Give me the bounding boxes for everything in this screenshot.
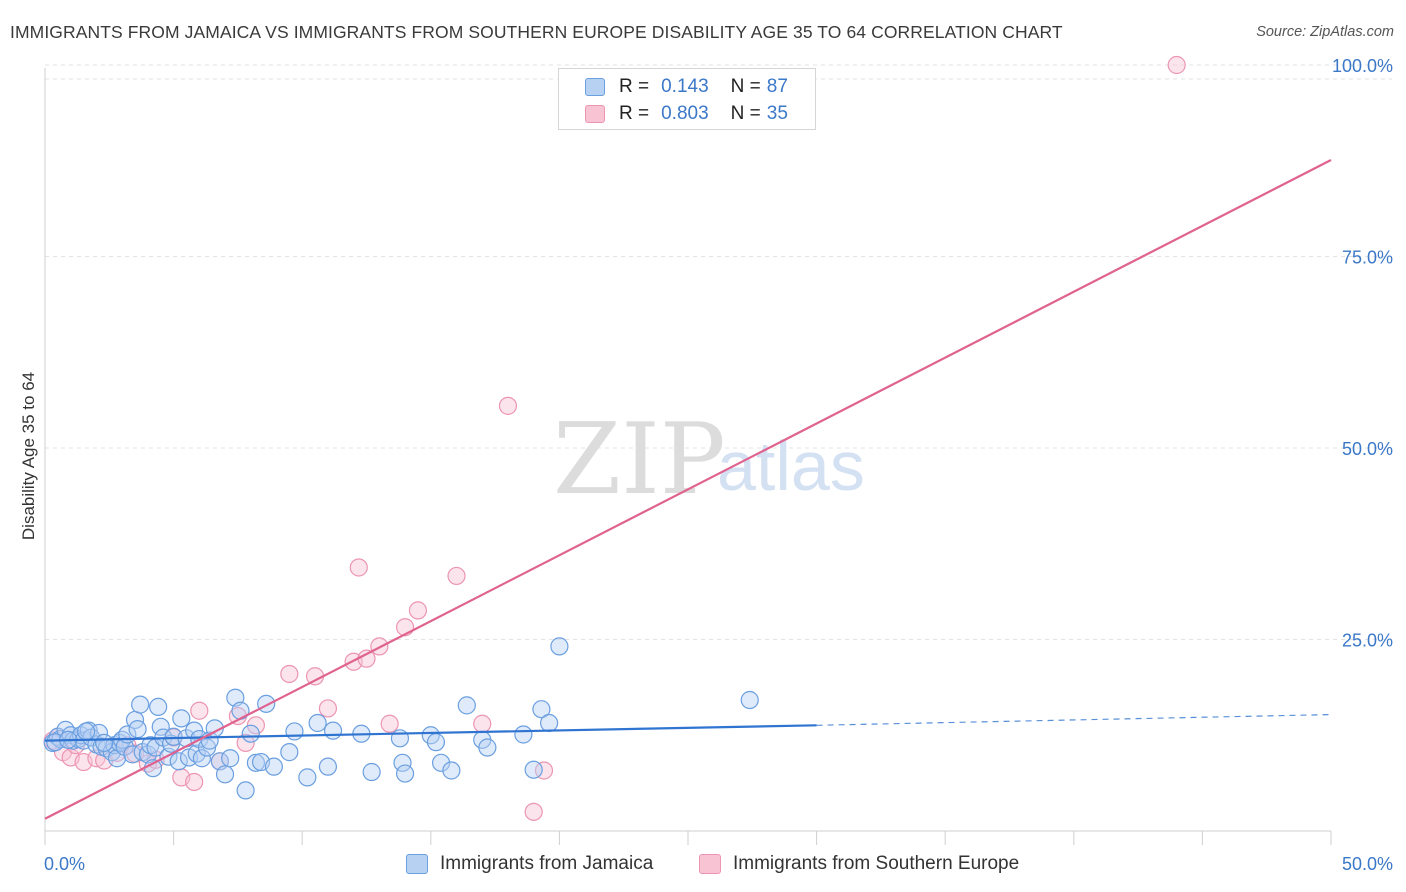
legend-row-southern-europe: R = 0.803 N = 35 <box>585 101 788 127</box>
data-point <box>323 721 343 740</box>
data-point <box>318 699 338 718</box>
y-tick-label: 100.0% <box>1332 56 1393 76</box>
data-point <box>534 761 554 780</box>
y-axis-label: Disability Age 35 to 64 <box>19 372 38 540</box>
data-point <box>498 396 518 415</box>
data-point <box>257 694 276 713</box>
jamaica-trend-extension <box>816 713 1332 726</box>
data-point <box>540 713 559 733</box>
data-point <box>478 738 497 757</box>
data-point <box>298 768 317 787</box>
trend-lines <box>44 159 1332 820</box>
data-point <box>280 664 299 684</box>
data-point <box>408 601 428 620</box>
data-point <box>318 757 338 776</box>
data-point <box>185 772 204 792</box>
data-point <box>128 720 147 739</box>
legend-swatch-blue <box>406 854 428 874</box>
y-tick-label: 25.0% <box>1342 631 1393 651</box>
legend-n-label: N = <box>730 76 761 97</box>
y-tick-label: 75.0% <box>1342 248 1393 268</box>
legend-r-label: R = <box>619 76 650 97</box>
legend-r-value: 0.803 <box>661 103 709 124</box>
data-point <box>357 649 376 668</box>
data-point <box>740 690 759 710</box>
axes <box>44 68 1332 845</box>
legend-r-value: 0.143 <box>661 76 709 97</box>
data-point <box>1167 55 1186 75</box>
data-point <box>473 714 492 733</box>
y-tick-label: 50.0% <box>1342 439 1393 459</box>
watermark: ZIP atlas <box>553 403 865 517</box>
x-tick-label: 0.0% <box>44 854 85 874</box>
data-point <box>550 637 569 656</box>
watermark-atlas: atlas <box>717 427 865 505</box>
data-point <box>524 802 543 821</box>
x-tick-label: 50.0% <box>1342 854 1393 874</box>
data-point <box>221 749 240 768</box>
legend-row-jamaica: R = 0.143 N = 87 <box>585 74 788 100</box>
data-point <box>169 752 188 771</box>
legend-n-value: 35 <box>766 103 788 124</box>
legend-r-label: R = <box>619 103 650 124</box>
data-point <box>241 724 260 743</box>
southern-europe-trend-line <box>44 159 1332 820</box>
chart-title: IMMIGRANTS FROM JAMAICA VS IMMIGRANTS FR… <box>10 22 1063 42</box>
data-point <box>431 753 451 772</box>
legend-n-label: N = <box>730 103 761 124</box>
data-point <box>362 762 381 782</box>
data-point <box>246 753 266 772</box>
legend-label-jamaica: Immigrants from Jamaica <box>440 853 654 874</box>
data-point <box>524 760 543 779</box>
data-point <box>215 765 235 784</box>
data-point <box>349 558 368 577</box>
data-point <box>457 696 476 715</box>
legend-swatch-blue <box>585 78 605 96</box>
data-point <box>264 757 284 776</box>
data-point <box>190 701 209 720</box>
axis-labels: 25.0% 50.0% 75.0% 100.0% 0.0% 50.0% Disability… <box>19 56 1393 874</box>
data-point <box>236 733 255 753</box>
data-point <box>514 725 533 744</box>
data-point <box>151 717 170 736</box>
data-point <box>426 733 446 752</box>
stats-legend: R = 0.143 N = 87 R = 0.803 N = 35 <box>558 68 816 130</box>
data-point <box>393 753 412 772</box>
data-point <box>308 713 327 733</box>
data-point <box>149 697 168 717</box>
legend-item-southern-europe: Immigrants from Southern Europe <box>699 851 1019 877</box>
data-point <box>380 714 399 733</box>
data-point <box>95 733 114 753</box>
jamaica-points <box>43 637 759 800</box>
data-point <box>532 700 551 719</box>
data-point <box>395 764 415 783</box>
data-point <box>172 709 191 728</box>
legend-n-value: 87 <box>766 76 788 97</box>
data-point <box>280 743 299 762</box>
legend-swatch-pink <box>585 105 605 123</box>
data-point <box>192 749 211 768</box>
legend-swatch-pink <box>699 854 721 874</box>
data-point <box>236 781 255 800</box>
data-point <box>285 722 304 741</box>
legend-label-southern-europe: Immigrants from Southern Europe <box>733 853 1020 874</box>
data-point <box>442 761 461 780</box>
data-point <box>131 695 150 714</box>
legend-item-jamaica: Immigrants from Jamaica <box>406 851 653 877</box>
data-point <box>447 566 466 586</box>
data-point <box>77 722 96 741</box>
watermark-zip: ZIP <box>553 403 726 517</box>
source-credit: Source: ZipAtlas.com <box>1256 24 1394 40</box>
grid-lines <box>45 64 1392 640</box>
jamaica-trend-line <box>44 724 817 742</box>
